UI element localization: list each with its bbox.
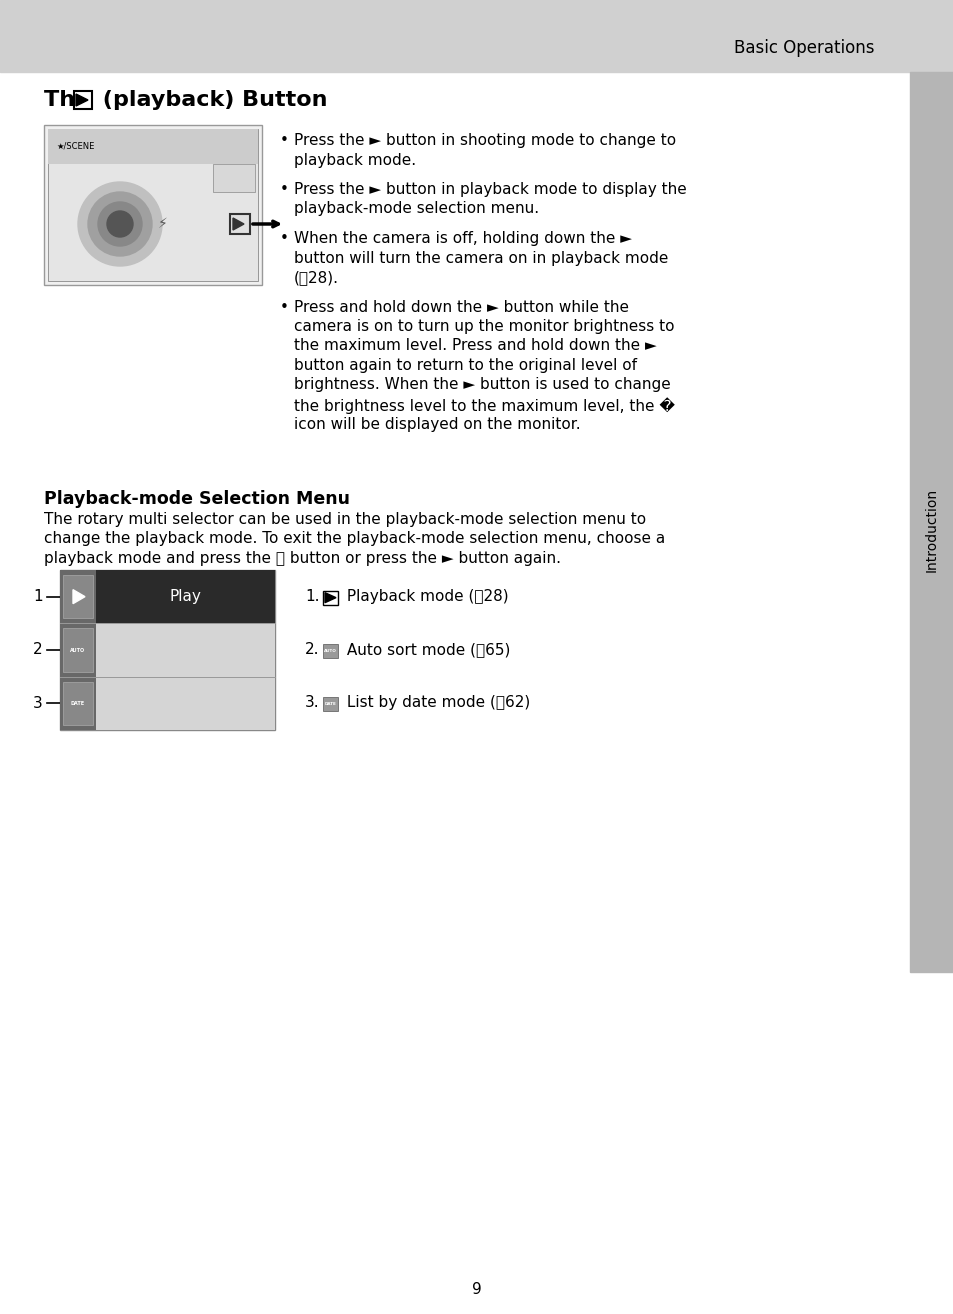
Text: Press the ► button in shooting mode to change to: Press the ► button in shooting mode to c…	[294, 133, 676, 148]
Circle shape	[88, 192, 152, 256]
Text: 1: 1	[33, 589, 43, 604]
Bar	[74, 91, 91, 109]
Bar	[60, 570, 274, 623]
Text: DATE: DATE	[71, 700, 85, 706]
Text: AUTO: AUTO	[71, 648, 86, 653]
Text: ★/SCENE: ★/SCENE	[56, 142, 94, 151]
Text: Basic Operations: Basic Operations	[734, 39, 874, 57]
Text: 2.: 2.	[305, 643, 319, 657]
Bar	[323, 591, 337, 604]
Text: icon will be displayed on the monitor.: icon will be displayed on the monitor.	[294, 417, 580, 431]
Text: Introduction: Introduction	[924, 487, 938, 572]
Bar	[48, 129, 257, 281]
Text: Playback mode (28): Playback mode (28)	[341, 589, 508, 603]
Bar	[909, 72, 953, 972]
Bar	[60, 570, 274, 731]
Bar	[96, 570, 274, 731]
Text: •: •	[280, 300, 289, 314]
Text: 3.: 3.	[305, 695, 319, 711]
Text: •: •	[280, 133, 289, 148]
Bar	[60, 570, 96, 731]
Text: 3: 3	[33, 696, 43, 711]
Text: brightness. When the ► button is used to change: brightness. When the ► button is used to…	[294, 377, 670, 393]
Text: Press and hold down the ► button while the: Press and hold down the ► button while t…	[294, 300, 628, 314]
Text: •: •	[280, 183, 289, 197]
Bar	[63, 682, 92, 725]
Text: the maximum level. Press and hold down the ►: the maximum level. Press and hold down t…	[294, 339, 656, 353]
Bar	[63, 576, 92, 619]
Bar	[323, 698, 337, 711]
Text: The rotary multi selector can be used in the playback-mode selection menu to: The rotary multi selector can be used in…	[44, 512, 645, 527]
Text: button again to return to the original level of: button again to return to the original l…	[294, 357, 637, 373]
Text: camera is on to turn up the monitor brightness to: camera is on to turn up the monitor brig…	[294, 319, 674, 334]
Bar	[0, 0, 953, 72]
Bar	[323, 644, 337, 658]
Text: 9: 9	[472, 1282, 481, 1297]
Text: AUTO: AUTO	[324, 649, 336, 653]
Bar	[44, 125, 262, 285]
Text: The: The	[44, 89, 98, 110]
Text: the brightness level to the maximum level, the �: the brightness level to the maximum leve…	[294, 397, 675, 414]
Bar	[230, 214, 250, 234]
Polygon shape	[76, 95, 88, 106]
Bar	[63, 628, 92, 671]
Text: 1.: 1.	[305, 589, 319, 603]
Text: (28).: (28).	[294, 269, 338, 285]
Text: 2: 2	[33, 643, 43, 657]
Text: button will turn the camera on in playback mode: button will turn the camera on in playba…	[294, 251, 668, 265]
Text: Auto sort mode (65): Auto sort mode (65)	[341, 643, 510, 657]
Bar	[96, 570, 274, 623]
Text: List by date mode (62): List by date mode (62)	[341, 695, 530, 711]
Bar	[48, 129, 257, 164]
Text: DATE: DATE	[324, 703, 336, 707]
Text: playback-mode selection menu.: playback-mode selection menu.	[294, 201, 538, 217]
Bar	[213, 164, 254, 192]
Text: •: •	[280, 231, 289, 246]
Text: change the playback mode. To exit the playback-mode selection menu, choose a: change the playback mode. To exit the pl…	[44, 531, 664, 547]
Text: (playback) Button: (playback) Button	[95, 89, 327, 110]
Polygon shape	[233, 218, 244, 230]
Circle shape	[98, 202, 142, 246]
Text: ⚡: ⚡	[158, 217, 168, 231]
Polygon shape	[325, 593, 335, 603]
Text: Play: Play	[170, 589, 201, 604]
Circle shape	[107, 212, 132, 237]
Circle shape	[78, 183, 162, 265]
Text: When the camera is off, holding down the ►: When the camera is off, holding down the…	[294, 231, 631, 246]
Polygon shape	[73, 590, 85, 603]
Text: playback mode.: playback mode.	[294, 152, 416, 167]
Text: playback mode and press the ⒪ button or press the ► button again.: playback mode and press the ⒪ button or …	[44, 551, 560, 566]
Text: Playback-mode Selection Menu: Playback-mode Selection Menu	[44, 490, 350, 509]
Text: Press the ► button in playback mode to display the: Press the ► button in playback mode to d…	[294, 183, 686, 197]
